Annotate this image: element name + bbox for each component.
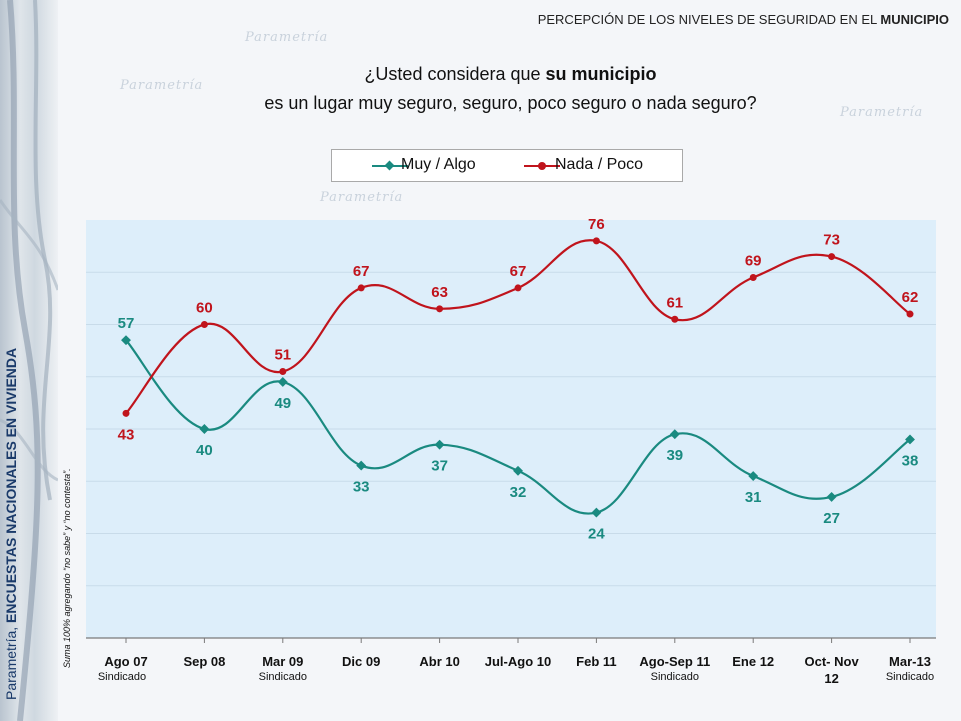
legend-marker-nada xyxy=(524,162,560,170)
x-sublabel: Sindicado xyxy=(259,671,307,683)
x-sublabel: Sindicado xyxy=(886,671,934,683)
x-tick-label: Jul-Ago 10 xyxy=(485,654,551,669)
x-tick-label: 12 xyxy=(824,671,838,686)
series-nada: 43 60 51 67 63 67 76 61 69 73 62 xyxy=(118,216,919,443)
data-point xyxy=(749,273,757,281)
x-tick-label: Abr 10 xyxy=(419,654,459,669)
data-label: 24 xyxy=(588,526,605,543)
x-tick-label: Mar 09 xyxy=(262,654,303,669)
data-point xyxy=(905,434,915,445)
question-line-2: es un lugar muy seguro, seguro, poco seg… xyxy=(264,93,757,113)
x-tick-label: Ene 12 xyxy=(732,654,774,669)
data-label: 32 xyxy=(510,484,527,501)
data-label: 37 xyxy=(431,458,448,475)
data-point xyxy=(279,368,287,376)
x-tick-label: Mar-13 xyxy=(889,654,931,669)
data-point xyxy=(199,424,210,434)
x-tick-label: Oct- Nov xyxy=(805,654,860,669)
watermark: Parametría xyxy=(840,105,924,120)
x-tick-label: Feb 11 xyxy=(576,654,616,669)
data-point xyxy=(513,465,523,476)
data-label: 27 xyxy=(823,510,840,527)
data-label: 51 xyxy=(274,347,291,364)
data-label: 60 xyxy=(196,300,213,317)
data-label: 39 xyxy=(666,447,683,464)
series-muy: 57 40 49 33 37 32 24 39 31 27 38 xyxy=(118,315,919,542)
data-label: 67 xyxy=(510,263,527,280)
data-label: 61 xyxy=(666,294,683,311)
data-point xyxy=(357,284,365,292)
chart-legend: Muy / Algo Nada / Poco xyxy=(331,149,683,182)
data-point xyxy=(200,321,208,328)
data-point xyxy=(748,471,759,481)
data-label: 76 xyxy=(588,216,605,233)
data-label: 40 xyxy=(196,442,213,459)
data-point xyxy=(122,409,130,417)
data-point xyxy=(514,284,522,292)
data-label: 73 xyxy=(823,232,840,249)
watermark: Parametría xyxy=(120,78,204,93)
legend-label-muy: Muy / Algo xyxy=(401,156,476,173)
data-label: 38 xyxy=(902,452,919,469)
data-label: 69 xyxy=(745,252,762,269)
data-label: 67 xyxy=(353,263,370,280)
x-tick-label: Ago-Sep 11 xyxy=(639,654,710,669)
x-axis-labels: Ago 07 Sindicado Sep 08 Mar 09 Sindicado Dic … xyxy=(98,638,934,686)
data-label: 33 xyxy=(353,479,370,496)
data-point xyxy=(277,377,288,387)
legend-label-nada: Nada / Poco xyxy=(555,156,644,173)
data-label: 31 xyxy=(745,489,762,506)
tree-branch-illustration xyxy=(0,0,58,721)
data-label: 43 xyxy=(118,426,135,443)
data-label: 62 xyxy=(902,289,919,306)
data-point xyxy=(592,237,600,245)
data-point xyxy=(671,315,679,323)
x-tick-label: Dic 09 xyxy=(342,654,380,669)
x-tick-label: Ago 07 xyxy=(104,654,147,669)
data-point xyxy=(828,253,836,261)
legend-marker-muy xyxy=(372,160,408,171)
data-point xyxy=(906,310,914,318)
data-point xyxy=(434,439,445,450)
data-point xyxy=(436,305,444,313)
data-label: 63 xyxy=(431,284,448,301)
page-header-title: PERCEPCIÓN DE LOS NIVELES DE SEGURIDAD E… xyxy=(537,12,949,27)
chart-grid xyxy=(86,271,936,587)
x-sublabel: Sindicado xyxy=(651,671,699,683)
data-label: 49 xyxy=(274,395,291,412)
data-point xyxy=(826,491,837,502)
data-point xyxy=(669,429,680,440)
x-sublabel: Sindicado xyxy=(98,671,146,683)
watermark: Parametría xyxy=(245,30,329,45)
watermark: Parametría xyxy=(320,190,404,205)
question-line-1: ¿Usted considera que su municipio xyxy=(364,64,657,84)
decorative-left-strip xyxy=(0,0,58,721)
x-tick-label: Sep 08 xyxy=(183,654,225,669)
data-label: 57 xyxy=(118,315,135,332)
data-point xyxy=(356,460,367,471)
